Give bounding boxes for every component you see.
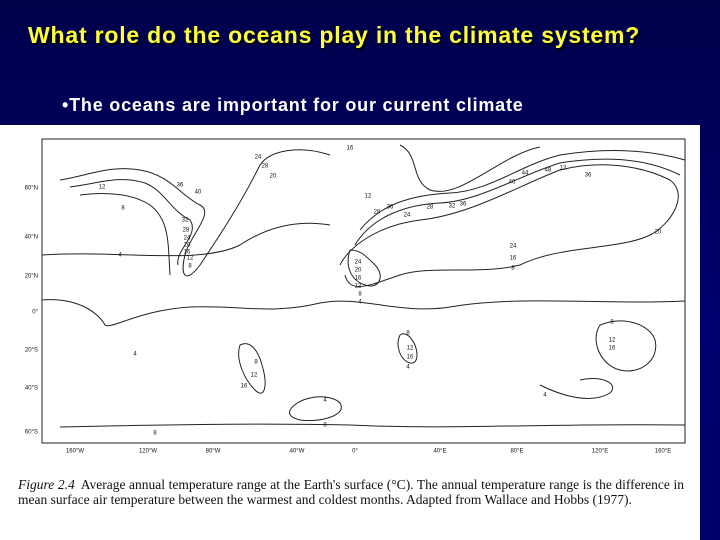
contour-label: 12	[609, 338, 616, 344]
contour-label: 8	[406, 331, 410, 337]
contour-label: 16	[241, 384, 248, 390]
lat-label: 0°	[32, 310, 38, 316]
contour-label: 24	[510, 244, 517, 250]
contour-label: 8	[358, 292, 362, 298]
lon-label: 120°E	[592, 449, 608, 455]
contour-label: 44	[522, 171, 529, 177]
contour-label: 40	[509, 180, 516, 186]
slide-title: What role do the oceans play in the clim…	[28, 22, 641, 48]
contour-label: 16	[510, 256, 517, 262]
lon-label: 160°E	[655, 449, 671, 455]
contour-label: 24	[355, 260, 362, 266]
contour-label: 16	[609, 346, 616, 352]
contour-label: 36	[177, 183, 184, 189]
contour-label: 8	[511, 266, 515, 272]
contour-label: 12	[355, 284, 362, 290]
contour-label: 32	[449, 204, 456, 210]
contour-label: 8	[610, 320, 614, 326]
lon-label: 40°E	[433, 449, 446, 455]
contour-label: 4	[358, 300, 362, 306]
contour-label: 28	[374, 210, 381, 216]
contour-label: 8	[121, 206, 125, 212]
contours	[41, 144, 686, 428]
lon-label: 40°W	[290, 449, 305, 455]
lon-label: 160°W	[66, 449, 84, 455]
contour-label: 20	[270, 174, 277, 180]
lat-label: 20°N	[25, 274, 38, 280]
contour-label: 12	[251, 373, 258, 379]
contour-label: 28	[262, 164, 269, 170]
contour-label: 4	[543, 393, 547, 399]
contour-label: 4	[323, 398, 327, 404]
contour-label: 36	[460, 202, 467, 208]
caption-label: Figure 2.4	[18, 477, 75, 492]
contour-label: 4	[133, 352, 137, 358]
map: 60°N 40°N 20°N 0° 20°S 40°S 60°S 160°W 120°W 80°W…	[25, 138, 686, 455]
contour-label: 24	[404, 213, 411, 219]
caption: Figure 2.4 Average annual temperature ran…	[18, 477, 684, 507]
contour-label: 12	[187, 256, 194, 262]
contour-label: 8	[153, 431, 157, 437]
bullet: •The oceans are important for our curren…	[62, 95, 524, 115]
contour-label: 12	[99, 185, 106, 191]
contour-label: 4	[118, 253, 122, 259]
lon-label: 80°W	[206, 449, 221, 455]
contour-label: 36	[387, 205, 394, 211]
caption-text: Average annual temperature range at the …	[18, 477, 684, 507]
contour-label: 32	[182, 218, 189, 224]
contour-label: 48	[545, 168, 552, 174]
lat-label: 60°N	[25, 186, 38, 192]
lat-label: 20°S	[25, 348, 38, 354]
contour-label: 4	[406, 365, 410, 371]
contour-label: 12	[365, 194, 372, 200]
lon-label: 0°	[352, 449, 358, 455]
contour-label: 36	[585, 173, 592, 179]
contour-label: 28	[427, 205, 434, 211]
lat-label: 40°S	[25, 386, 38, 392]
contour-label: 20	[184, 243, 191, 249]
contour-label: 12	[407, 346, 414, 352]
contour-label: 8	[323, 423, 327, 429]
lat-label: 60°S	[25, 430, 38, 436]
contour-label: 20	[355, 268, 362, 274]
contour-label: 40	[195, 190, 202, 196]
lon-label: 120°W	[139, 449, 157, 455]
contour-label: 8	[188, 264, 192, 270]
figure: 60°N 40°N 20°N 0° 20°S 40°S 60°S 160°W 120°W 80°W…	[0, 125, 700, 540]
lon-label: 80°E	[510, 449, 523, 455]
contour-label: 24	[184, 236, 191, 242]
contour-label: 20	[655, 230, 662, 236]
contour-label: 16	[355, 276, 362, 282]
contour-label: 16	[407, 355, 414, 361]
lat-label: 40°N	[25, 235, 38, 241]
contour-label: 28	[183, 228, 190, 234]
contour-label: 16	[184, 250, 191, 256]
contour-label: 8	[254, 360, 258, 366]
contour-label: 24	[255, 155, 262, 161]
contour-label: 12	[560, 166, 567, 172]
map-frame	[41, 138, 686, 444]
contour-label: 16	[347, 146, 354, 152]
